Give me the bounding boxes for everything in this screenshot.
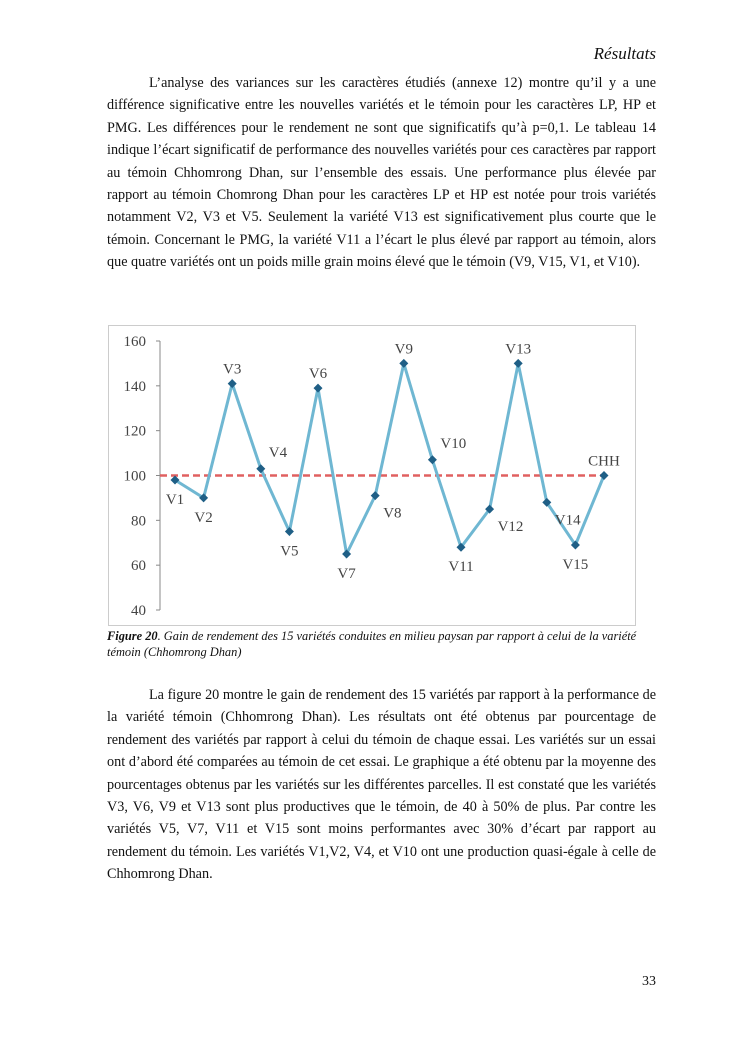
point-label: V7 [337,566,356,582]
data-marker [542,497,552,507]
point-label: V9 [395,341,413,357]
paragraph: La figure 20 montre le gain de rendement… [107,687,656,883]
data-marker [342,549,352,559]
y-tick-label: 140 [124,379,147,395]
data-marker [427,455,437,465]
y-tick-label: 60 [131,558,146,574]
data-marker [513,358,523,368]
data-marker [284,527,294,537]
paragraph: L’analyse des variances sur les caractèr… [107,75,656,271]
chart-border [108,325,636,626]
caption-text: . Gain de rendement des 15 variétés cond… [107,629,637,659]
data-marker [256,464,266,474]
data-marker [370,491,380,501]
point-label: V3 [223,362,241,378]
data-marker [199,493,209,503]
data-marker [170,475,180,485]
data-marker [227,379,237,389]
header-title: Résultats [593,44,656,63]
y-tick-label: 80 [131,513,146,529]
point-label: CHH [588,454,620,470]
point-label: V10 [440,436,466,452]
point-label: V11 [448,559,473,575]
point-label: V6 [309,366,328,382]
point-label: V13 [505,341,531,357]
figure-caption: Figure 20. Gain de rendement des 15 vari… [107,628,656,660]
point-label: V8 [383,506,401,522]
y-tick-label: 120 [124,424,147,440]
data-marker [570,540,580,550]
point-label: V2 [194,510,212,526]
point-label: V1 [166,492,184,508]
data-marker [456,542,466,552]
point-label: V5 [280,544,298,560]
data-marker [399,358,409,368]
data-marker [599,471,609,480]
data-marker [485,504,495,514]
data-line [174,362,606,559]
point-label: V4 [269,445,288,461]
y-tick-label: 160 [124,334,147,350]
chart: 40 60 80 100 120 140 160 V1 V2 V3 V4 V5 V6 V7 V8 V9 V10 V… [108,325,636,626]
y-tick-label: 100 [124,469,147,485]
caption-label: Figure 20 [107,629,158,643]
page-number: 33 [642,974,656,989]
y-tick-label: 40 [131,603,146,619]
point-label: V14 [555,512,581,528]
point-label: V15 [562,557,588,573]
point-label: V12 [498,519,524,535]
data-marker [313,383,323,393]
